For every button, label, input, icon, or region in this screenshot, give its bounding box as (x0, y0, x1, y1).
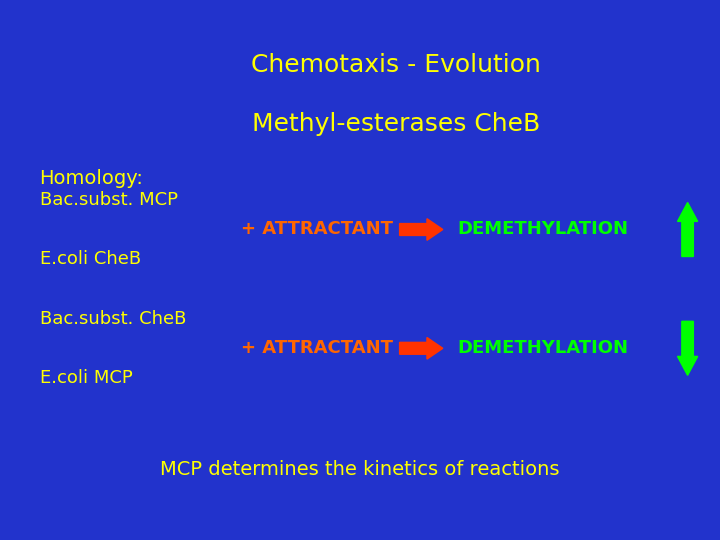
Text: Bac.subst. CheB: Bac.subst. CheB (40, 309, 186, 328)
Text: Bac.subst. MCP: Bac.subst. MCP (40, 191, 178, 209)
Text: DEMETHYLATION: DEMETHYLATION (457, 339, 628, 357)
FancyArrow shape (400, 219, 443, 240)
Text: + ATTRACTANT: + ATTRACTANT (241, 339, 393, 357)
FancyArrow shape (678, 202, 698, 256)
Text: E.coli MCP: E.coli MCP (40, 369, 132, 387)
Text: DEMETHYLATION: DEMETHYLATION (457, 220, 628, 239)
Text: Homology:: Homology: (40, 168, 143, 188)
Text: Chemotaxis - Evolution: Chemotaxis - Evolution (251, 53, 541, 77)
Text: Methyl-esterases CheB: Methyl-esterases CheB (252, 112, 540, 136)
Text: E.coli CheB: E.coli CheB (40, 250, 140, 268)
Text: MCP determines the kinetics of reactions: MCP determines the kinetics of reactions (161, 460, 559, 480)
FancyArrow shape (400, 338, 443, 359)
Text: + ATTRACTANT: + ATTRACTANT (241, 220, 393, 239)
FancyArrow shape (678, 321, 698, 375)
